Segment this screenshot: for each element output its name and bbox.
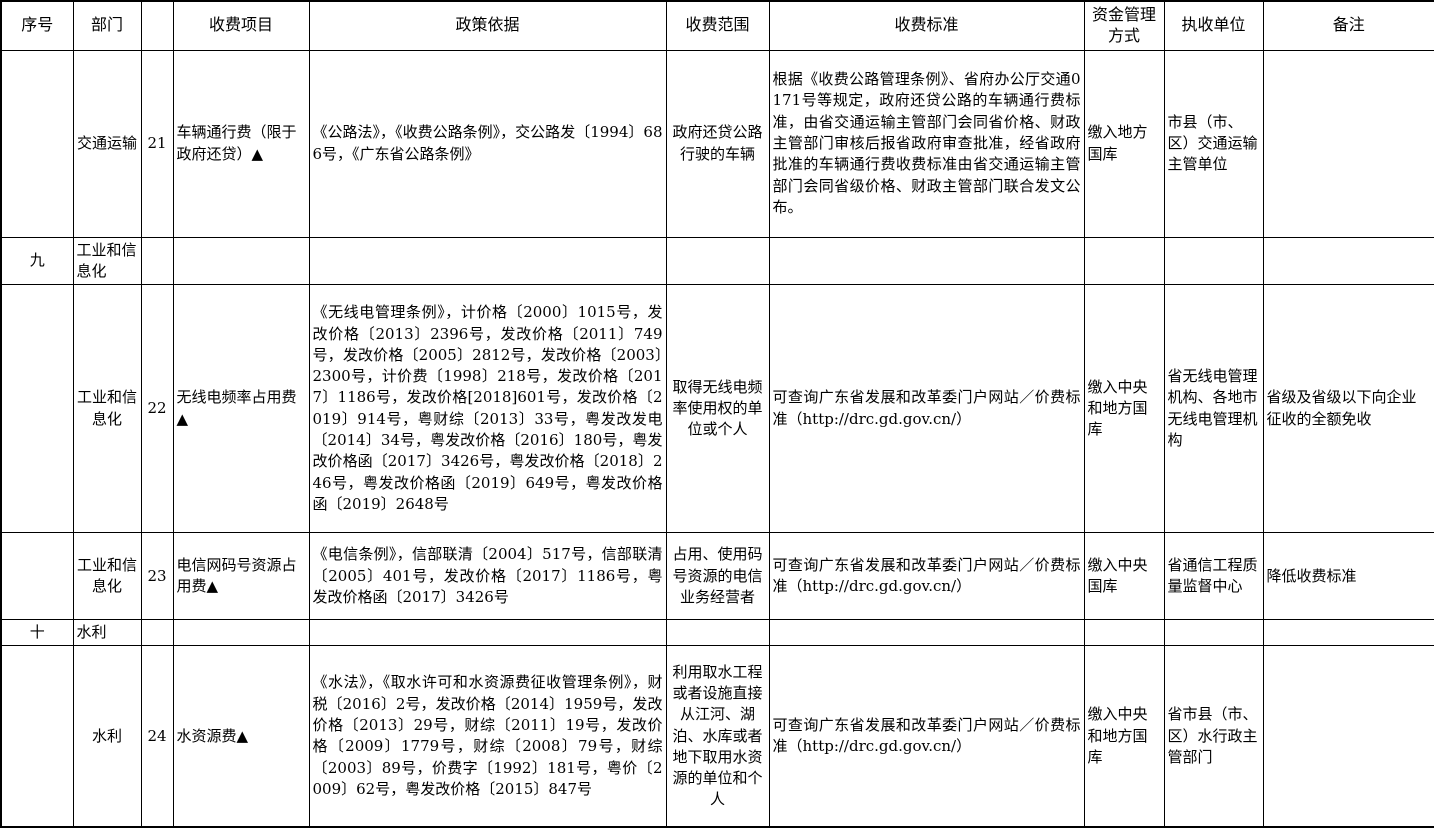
cell-fund: 缴入中央和地方国库 <box>1083 284 1165 534</box>
cell-number <box>140 619 174 647</box>
cell-policy: 《水法》，《取水许可和水资源费征收管理条例》，财税〔2016〕2号，发改价格〔2… <box>308 645 667 828</box>
cell-seq <box>0 49 74 238</box>
cell-unit: 市县（市、区）交通运输主管单位 <box>1163 49 1264 238</box>
cell-unit <box>1163 619 1264 647</box>
cell-dept: 工业和信息化 <box>72 284 142 534</box>
cell-item <box>172 236 310 286</box>
section-row: 九 工业和信息化 <box>0 236 1434 286</box>
cell-dept: 水利 <box>72 645 142 828</box>
cell-standard: 可查询广东省发展和改革委门户网站／价费标准（http://drc.gd.gov.… <box>768 645 1085 828</box>
cell-number: 23 <box>140 532 174 621</box>
column-header-scope: 收费范围 <box>665 0 770 51</box>
cell-item <box>172 619 310 647</box>
column-header-seq: 序号 <box>0 0 74 51</box>
cell-scope: 利用取水工程或者设施直接从江河、湖泊、水库或者地下取用水资源的单位和个人 <box>665 645 770 828</box>
table-body: 交通运输 21 车辆通行费（限于政府还贷）▲ 《公路法》，《收费公路条例》，交公… <box>0 49 1434 828</box>
cell-unit: 省通信工程质量监督中心 <box>1163 532 1264 621</box>
cell-remark: 省级及省级以下向企业征收的全额免收 <box>1262 284 1434 534</box>
cell-item: 无线电频率占用费▲ <box>172 284 310 534</box>
cell-seq <box>0 645 74 828</box>
table-row: 水利 24 水资源费▲ 《水法》，《取水许可和水资源费征收管理条例》，财税〔20… <box>0 645 1434 828</box>
column-header-unit: 执收单位 <box>1163 0 1264 51</box>
header-row: 序号 部门 收费项目 政策依据 收费范围 收费标准 资金管理方式 执收单位 备注 <box>0 0 1434 51</box>
cell-unit: 省无线电管理机构、各地市无线电管理机构 <box>1163 284 1264 534</box>
column-header-item: 收费项目 <box>172 0 310 51</box>
cell-scope: 取得无线电频率使用权的单位或个人 <box>665 284 770 534</box>
column-header-fund: 资金管理方式 <box>1083 0 1165 51</box>
cell-standard: 可查询广东省发展和改革委门户网站／价费标准（http://drc.gd.gov.… <box>768 284 1085 534</box>
cell-number: 24 <box>140 645 174 828</box>
cell-remark: 降低收费标准 <box>1262 532 1434 621</box>
cell-standard: 根据《收费公路管理条例》、省府办公厅交通0171号等规定，政府还贷公路的车辆通行… <box>768 49 1085 238</box>
cell-unit: 省市县（市、区）水行政主管部门 <box>1163 645 1264 828</box>
cell-policy: 《电信条例》，信部联清〔2004〕517号，信部联清〔2005〕401号，发改价… <box>308 532 667 621</box>
cell-dept: 水利 <box>72 619 142 647</box>
cell-policy <box>308 236 667 286</box>
cell-remark <box>1262 49 1434 238</box>
cell-fund <box>1083 619 1165 647</box>
section-row: 十 水利 <box>0 619 1434 647</box>
cell-unit <box>1163 236 1264 286</box>
table-row: 交通运输 21 车辆通行费（限于政府还贷）▲ 《公路法》，《收费公路条例》，交公… <box>0 49 1434 238</box>
cell-fund <box>1083 236 1165 286</box>
column-header-dept: 部门 <box>72 0 142 51</box>
cell-dept: 工业和信息化 <box>72 532 142 621</box>
cell-remark <box>1262 236 1434 286</box>
cell-fund: 缴入地方国库 <box>1083 49 1165 238</box>
cell-seq <box>0 532 74 621</box>
table-row: 工业和信息化 23 电信网码号资源占用费▲ 《电信条例》，信部联清〔2004〕5… <box>0 532 1434 621</box>
cell-dept: 交通运输 <box>72 49 142 238</box>
cell-number <box>140 236 174 286</box>
cell-seq: 十 <box>0 619 74 647</box>
cell-fund: 缴入中央国库 <box>1083 532 1165 621</box>
cell-seq <box>0 284 74 534</box>
cell-fund: 缴入中央和地方国库 <box>1083 645 1165 828</box>
cell-seq: 九 <box>0 236 74 286</box>
table-row: 工业和信息化 22 无线电频率占用费▲ 《无线电管理条例》，计价格〔2000〕1… <box>0 284 1434 534</box>
cell-number: 22 <box>140 284 174 534</box>
cell-standard <box>768 236 1085 286</box>
column-header-remark: 备注 <box>1262 0 1434 51</box>
cell-scope <box>665 619 770 647</box>
cell-number: 21 <box>140 49 174 238</box>
table-header: 序号 部门 收费项目 政策依据 收费范围 收费标准 资金管理方式 执收单位 备注 <box>0 0 1434 51</box>
cell-remark <box>1262 645 1434 828</box>
column-header-standard: 收费标准 <box>768 0 1085 51</box>
column-header-policy: 政策依据 <box>308 0 667 51</box>
cell-standard: 可查询广东省发展和改革委门户网站／价费标准（http://drc.gd.gov.… <box>768 532 1085 621</box>
cell-remark <box>1262 619 1434 647</box>
cell-policy: 《公路法》，《收费公路条例》，交公路发〔1994〕686号，《广东省公路条例》 <box>308 49 667 238</box>
column-header-number <box>140 0 174 51</box>
cell-item: 电信网码号资源占用费▲ <box>172 532 310 621</box>
cell-policy <box>308 619 667 647</box>
cell-policy: 《无线电管理条例》，计价格〔2000〕1015号，发改价格〔2013〕2396号… <box>308 284 667 534</box>
cell-dept: 工业和信息化 <box>72 236 142 286</box>
cell-scope <box>665 236 770 286</box>
cell-scope: 占用、使用码号资源的电信业务经营者 <box>665 532 770 621</box>
cell-standard <box>768 619 1085 647</box>
cell-item: 水资源费▲ <box>172 645 310 828</box>
cell-scope: 政府还贷公路行驶的车辆 <box>665 49 770 238</box>
cell-item: 车辆通行费（限于政府还贷）▲ <box>172 49 310 238</box>
